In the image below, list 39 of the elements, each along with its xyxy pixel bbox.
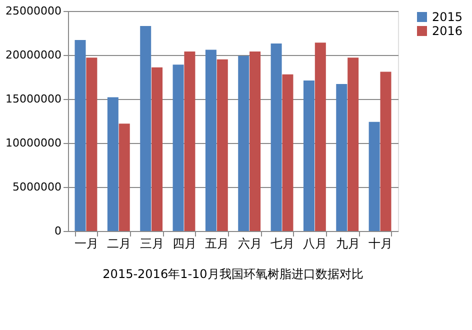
bar bbox=[336, 84, 348, 231]
bar bbox=[348, 58, 359, 231]
legend-label: 2016 bbox=[432, 24, 463, 38]
x-tick-label: 九月 bbox=[336, 236, 360, 250]
legend-label: 2015 bbox=[432, 10, 463, 24]
y-tick-label: 25000000 bbox=[6, 4, 62, 18]
x-tick-label: 七月 bbox=[270, 236, 295, 250]
x-tick-label: 五月 bbox=[205, 236, 230, 250]
bar bbox=[107, 97, 118, 231]
bar bbox=[303, 80, 314, 231]
x-tick-label: 二月 bbox=[107, 236, 132, 250]
bar bbox=[74, 40, 86, 231]
bar bbox=[86, 58, 98, 231]
y-tick-label: 20000000 bbox=[6, 48, 62, 62]
bar bbox=[250, 51, 261, 231]
x-tick-label: 六月 bbox=[238, 236, 262, 250]
x-tick-label: 一月 bbox=[74, 236, 98, 250]
bar bbox=[172, 64, 184, 231]
bar bbox=[270, 44, 282, 231]
y-tick-label: 15000000 bbox=[6, 92, 62, 106]
y-tick-label: 0 bbox=[54, 224, 62, 238]
bar bbox=[152, 67, 163, 231]
x-tick-label: 八月 bbox=[303, 236, 328, 250]
bar bbox=[380, 72, 392, 231]
bar bbox=[184, 51, 196, 231]
y-tick-label: 10000000 bbox=[6, 136, 62, 150]
bar bbox=[205, 50, 216, 231]
text: 2015-2016年1-10月我国环氧树脂进口数据对比 bbox=[102, 267, 364, 281]
bar bbox=[368, 122, 380, 231]
x-tick-label: 四月 bbox=[172, 236, 196, 250]
y-tick-label: 5000000 bbox=[12, 180, 62, 194]
bar bbox=[118, 124, 130, 231]
bar bbox=[314, 42, 326, 231]
x-tick-label: 三月 bbox=[140, 236, 164, 250]
bar bbox=[282, 74, 294, 231]
x-tick-label: 十月 bbox=[368, 236, 393, 250]
bar bbox=[238, 56, 250, 231]
bar bbox=[216, 59, 228, 231]
bar bbox=[140, 26, 152, 231]
